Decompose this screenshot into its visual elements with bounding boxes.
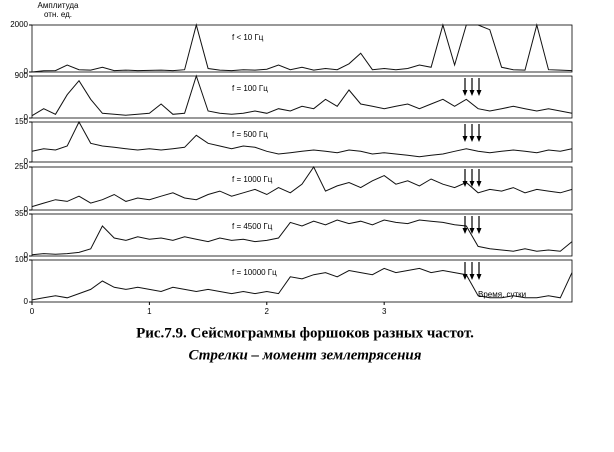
y-axis-label: Амплитуда отн. ед. [37, 1, 79, 19]
arrow-head [476, 181, 482, 187]
seismogram-line [31, 166, 573, 208]
y-tick-label: 0 [24, 67, 29, 76]
y-tick-label: 150 [15, 117, 29, 126]
y-tick-label: 0 [24, 205, 29, 214]
arrow-head [462, 136, 468, 142]
arrow-head [469, 136, 475, 142]
x-tick-label: 0 [30, 307, 35, 316]
arrow-head [476, 228, 482, 234]
arrow-head [462, 181, 468, 187]
x-tick-label: 2 [265, 307, 270, 316]
panel-frame [31, 24, 573, 73]
y-tick-label: 250 [15, 162, 29, 171]
arrow-head [469, 90, 475, 96]
x-tick-label: 3 [382, 307, 387, 316]
seismogram-line [31, 120, 573, 158]
arrow-head [469, 274, 475, 280]
panel-label: f < 10 Гц [232, 33, 264, 42]
seismogram-line [31, 23, 573, 73]
y-tick-label: 900 [15, 71, 29, 80]
y-tick-label: 100 [15, 255, 29, 264]
panel-label: f = 1000 Гц [232, 175, 273, 184]
caption-title: Рис.7.9. Сейсмограммы форшоков разных ча… [136, 325, 474, 341]
y-tick-label: 0 [24, 297, 29, 306]
panel-label: f = 500 Гц [232, 130, 268, 139]
y-tick-label: 2000 [10, 20, 28, 29]
arrow-head [469, 228, 475, 234]
seismogram-line [31, 219, 573, 256]
seismogram-line [31, 74, 573, 117]
panel-frame [31, 121, 573, 163]
x-tick-label: 1 [147, 307, 152, 316]
panel-label: f = 100 Гц [232, 84, 268, 93]
seismogram-line [31, 267, 573, 301]
x-axis-label: Время, сутки [478, 290, 526, 299]
panel-label: f = 10000 Гц [232, 268, 277, 277]
panel-frame [31, 166, 573, 211]
panel-label: f = 4500 Гц [232, 222, 273, 231]
y-tick-label: 0 [24, 157, 29, 166]
arrow-head [462, 90, 468, 96]
panel-frame [31, 75, 573, 119]
arrow-head [462, 274, 468, 280]
y-tick-label: 350 [15, 209, 29, 218]
arrow-head [469, 181, 475, 187]
y-tick-label: 0 [24, 251, 29, 260]
arrow-head [476, 136, 482, 142]
caption-subtitle: Стрелки – момент землетрясения [189, 347, 422, 363]
panel-frame [31, 213, 573, 257]
y-tick-label: 0 [24, 113, 29, 122]
panel-frame [31, 259, 573, 303]
arrow-head [476, 90, 482, 96]
arrow-head [476, 274, 482, 280]
arrow-head [462, 228, 468, 234]
